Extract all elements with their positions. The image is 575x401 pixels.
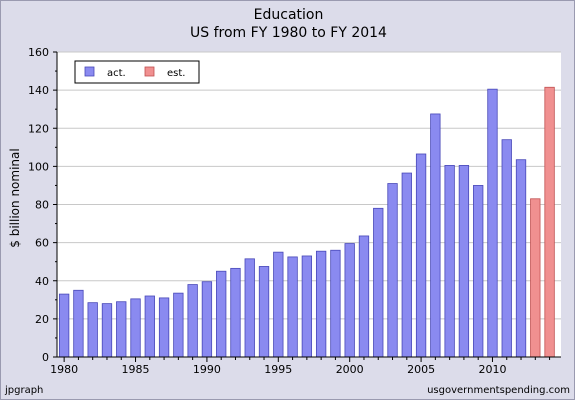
x-tick-label: 1980 (50, 363, 78, 376)
bar-actual (401, 172, 412, 358)
x-tick-label: 2010 (478, 363, 506, 376)
legend-label-estimate: est. (167, 68, 185, 79)
y-tick-label: 160 (28, 46, 49, 59)
bar-actual (273, 251, 284, 358)
bar-actual (144, 295, 155, 358)
chart-subtitle: US from FY 1980 to FY 2014 (190, 25, 387, 41)
x-tick-label: 2005 (407, 363, 435, 376)
y-tick-label: 0 (42, 351, 49, 364)
bar-actual (501, 139, 512, 358)
footer-credit-right: usgovernmentspending.com (427, 385, 570, 396)
y-tick-label: 40 (35, 275, 49, 288)
bar-actual (230, 267, 241, 358)
bar-actual (173, 292, 184, 358)
bar-actual (130, 298, 141, 358)
legend-box (74, 60, 200, 84)
x-tick-label: 2000 (336, 363, 364, 376)
bar-actual (87, 302, 98, 358)
bar-actual (415, 153, 427, 358)
bar-actual (387, 183, 398, 358)
bar-actual (58, 293, 70, 358)
legend-label-actual: act. (107, 68, 126, 79)
footer-credit-left: jpgraph (5, 385, 44, 396)
bar-actual (487, 88, 498, 358)
bar-actual (73, 289, 84, 358)
bar-actual (344, 243, 355, 358)
legend-swatch-actual (84, 66, 95, 77)
bar-actual (473, 185, 484, 358)
bar-actual (458, 165, 470, 358)
bar-actual (216, 270, 227, 358)
bar-actual (158, 297, 170, 358)
bar-actual (258, 266, 270, 358)
x-tick-label: 1990 (193, 363, 221, 376)
x-tick-label: 1995 (264, 363, 292, 376)
legend-swatch-estimate (144, 66, 155, 77)
y-tick-label: 140 (28, 84, 49, 97)
y-tick-label: 60 (35, 237, 49, 250)
bar-actual (430, 113, 441, 358)
bar-actual (444, 165, 455, 358)
bar-actual (315, 250, 327, 358)
bar-actual (358, 235, 370, 358)
y-tick-label: 120 (28, 122, 49, 135)
bar-actual (101, 303, 113, 358)
bar-actual (116, 301, 127, 358)
y-tick-label: 100 (28, 160, 49, 173)
bar-actual (330, 249, 341, 358)
bar-actual (373, 207, 384, 358)
bar-actual (187, 284, 198, 358)
bar-actual (287, 256, 298, 358)
bar-actual (301, 255, 313, 358)
y-tick-label: 20 (35, 313, 49, 326)
y-tick-label: 80 (35, 199, 49, 212)
bar-estimate (544, 86, 555, 358)
chart-title: Education (253, 7, 324, 23)
bar-actual (515, 159, 527, 358)
bar-actual (201, 281, 213, 358)
bar-actual (244, 258, 255, 358)
x-tick-label: 1985 (122, 363, 150, 376)
bar-estimate (530, 198, 541, 358)
